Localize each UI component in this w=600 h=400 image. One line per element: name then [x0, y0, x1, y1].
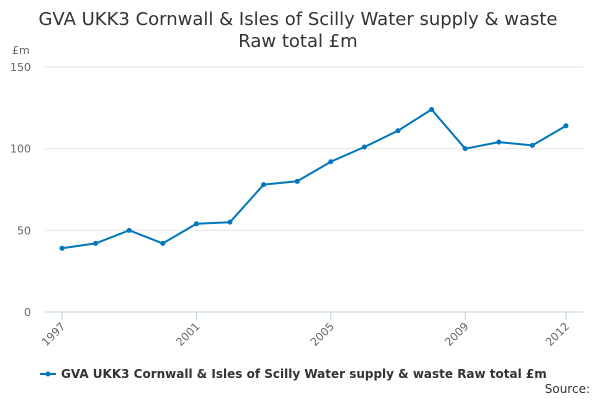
chart-title-line-1: GVA UKK3 Cornwall & Isles of Scilly Wate…	[38, 9, 557, 30]
x-tick-label: 2005	[308, 320, 337, 349]
x-axis-ticks: 1997 2001 2005 2009 2012	[39, 312, 572, 349]
data-point-1997[interactable]	[59, 245, 65, 251]
chart-title-line-2: Raw total £m	[238, 31, 357, 52]
data-point-2007[interactable]	[395, 128, 401, 134]
y-axis-label: £m	[12, 44, 30, 57]
data-point-2004[interactable]	[294, 178, 300, 184]
data-point-2010[interactable]	[496, 139, 502, 145]
data-point-2008[interactable]	[429, 106, 435, 112]
data-point-2005[interactable]	[328, 159, 334, 165]
x-tick-label: 2012	[543, 320, 572, 349]
series	[59, 106, 569, 251]
data-point-2006[interactable]	[361, 144, 367, 150]
y-tick-label: 0	[24, 306, 31, 319]
legend-marker	[45, 371, 51, 377]
data-point-2000[interactable]	[160, 240, 166, 246]
data-point-2003[interactable]	[261, 182, 267, 188]
legend[interactable]: GVA UKK3 Cornwall & Isles of Scilly Wate…	[40, 367, 547, 381]
chart-title: GVA UKK3 Cornwall & Isles of Scilly Wate…	[38, 9, 557, 52]
legend-label[interactable]: GVA UKK3 Cornwall & Isles of Scilly Wate…	[61, 367, 547, 381]
y-axis-ticks: 0 50 100 150	[10, 61, 31, 319]
x-tick-label: 2001	[174, 320, 203, 349]
data-point-1998[interactable]	[93, 240, 99, 246]
data-point-2012[interactable]	[563, 123, 569, 129]
y-tick-label: 150	[10, 61, 31, 74]
data-point-2011[interactable]	[529, 142, 535, 148]
data-point-2009[interactable]	[462, 146, 468, 152]
y-tick-label: 100	[10, 143, 31, 156]
data-point-2002[interactable]	[227, 219, 233, 225]
data-point-2001[interactable]	[193, 221, 199, 227]
series-line	[61, 108, 567, 250]
x-tick-label: 2009	[442, 320, 471, 349]
y-tick-label: 50	[17, 224, 31, 237]
gridlines	[45, 66, 583, 231]
data-point-1999[interactable]	[126, 227, 132, 233]
source-label: Source:	[545, 382, 590, 396]
x-tick-label: 1997	[39, 320, 68, 349]
